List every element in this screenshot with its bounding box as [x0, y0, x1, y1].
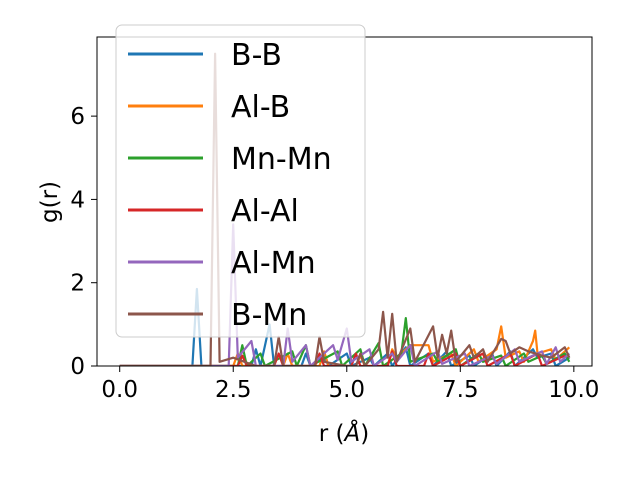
x-tick-label: 5.0	[328, 377, 365, 403]
series-layer	[119, 52, 571, 366]
series-line-b-mn	[119, 52, 571, 366]
y-tick-label: 6	[70, 104, 85, 130]
legend-box	[115, 24, 366, 338]
x-axis-ticks: 0.0 2.5 5.0 7.5 10.0	[101, 366, 599, 403]
x-tick-label: 2.5	[215, 377, 252, 403]
y-axis-label: g(r)	[37, 181, 63, 223]
legend-label-al-al: Al-Al	[231, 194, 299, 229]
legend-label-mn-mn: Mn-Mn	[231, 142, 332, 177]
y-tick-label: 2	[70, 271, 85, 297]
series-line-al-al	[119, 350, 566, 366]
x-tick-label: 7.5	[442, 377, 479, 403]
legend-label-b-mn: B-Mn	[231, 298, 307, 333]
y-tick-label: 0	[70, 354, 85, 380]
x-tick-label: 10.0	[548, 377, 599, 403]
y-tick-label: 4	[70, 187, 85, 213]
legend: B-B Al-B Mn-Mn Al-Al Al-Mn B-Mn	[115, 24, 366, 338]
legend-label-al-b: Al-B	[231, 90, 290, 125]
plot-area	[96, 36, 593, 367]
legend-label-b-b: B-B	[231, 38, 282, 73]
x-axis-label: r (Å)	[319, 419, 369, 447]
x-tick-label: 0.0	[101, 377, 138, 403]
series-line-al-mn	[119, 223, 571, 366]
legend-label-al-mn: Al-Mn	[231, 246, 316, 281]
y-axis-ticks: 0 2 4 6	[70, 104, 97, 380]
